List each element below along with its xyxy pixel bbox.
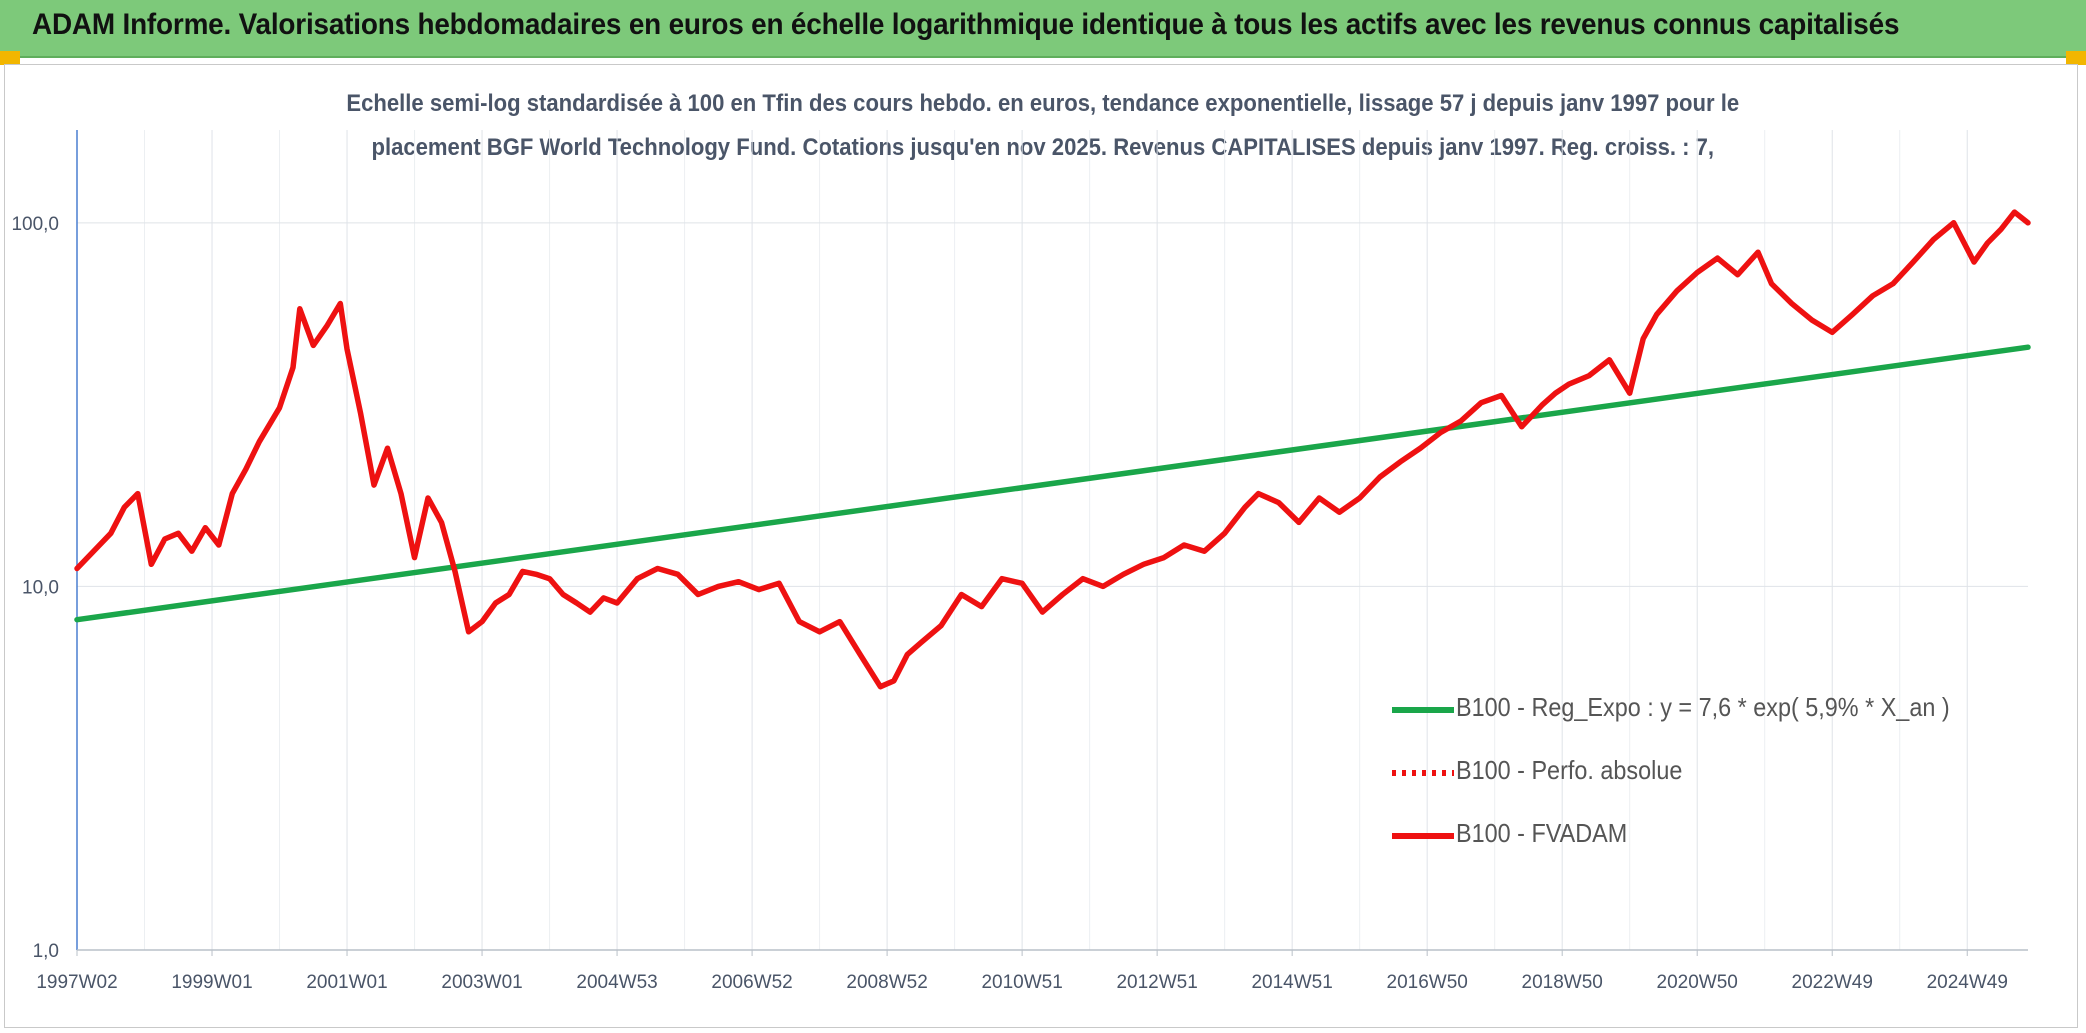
x-tick-label: 2024W49: [1927, 972, 2008, 993]
axes: 1997W02 1999W01 2001W01 2003W01 2004W53 2006W…: [11, 130, 2028, 993]
x-tick-label: 2022W49: [1792, 972, 1873, 993]
corner-mark-right: [2066, 51, 2086, 65]
x-tick-label: 2006W52: [711, 972, 792, 993]
x-tick-label: 1999W01: [171, 972, 252, 993]
series: [74, 209, 2031, 690]
series-line-2: [74, 209, 2031, 690]
x-tick-label: 1997W02: [36, 972, 117, 993]
legend-label-0: B100 - Reg_Expo : y = 7,6 * exp( 5,9% * …: [1456, 692, 1950, 722]
x-tick-label: 2018W50: [1522, 972, 1603, 993]
x-tick-label: 2020W50: [1657, 972, 1738, 993]
chart-title-line-1: Echelle semi-log standardisée à 100 en T…: [346, 90, 1740, 117]
series-line-0: [74, 344, 2031, 623]
chart-title-line-2: placement BGF World Technology Fund. Cot…: [371, 134, 1715, 161]
report-banner: ADAM Informe. Valorisations hebdomadaire…: [0, 0, 2086, 58]
x-tick-label: 2001W01: [306, 972, 387, 993]
y-tick-label: 100,0: [11, 214, 59, 235]
legend-swatches: [1392, 707, 1454, 839]
y-tick-label: 1,0: [33, 941, 59, 962]
corner-mark-left: [0, 51, 20, 65]
x-tick-label: 2012W51: [1116, 972, 1197, 993]
x-tick-label: 2008W52: [846, 972, 927, 993]
legend-label-2: B100 - FVADAM: [1456, 818, 1628, 848]
x-tick-label: 2010W51: [981, 972, 1062, 993]
legend-label-1: B100 - Perfo. absolue: [1456, 755, 1683, 785]
x-tick-label: 2014W51: [1251, 972, 1332, 993]
y-tick-label: 10,0: [22, 577, 59, 598]
report-title: ADAM Informe. Valorisations hebdomadaire…: [32, 8, 1900, 41]
x-tick-label: 2004W53: [576, 972, 657, 993]
grid: [76, 130, 2028, 951]
chart-frame: [4, 64, 2078, 1028]
x-tick-label: 2003W01: [441, 972, 522, 993]
x-tick-label: 2016W50: [1387, 972, 1468, 993]
